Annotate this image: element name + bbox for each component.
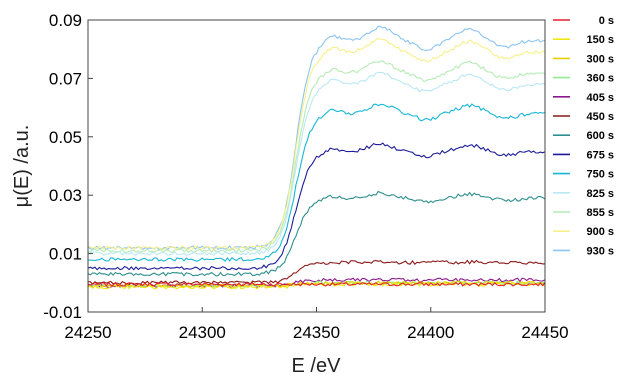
legend-label: 405 s [586, 92, 614, 104]
y-tick-label: 0.05 [49, 128, 82, 147]
legend: 0 s 150 s 300 s 360 s 405 s 450 s 600 s 675 s 75… [553, 15, 614, 257]
legend-label: 0 s [599, 15, 614, 27]
series-line [87, 142, 546, 271]
series-line [87, 281, 546, 287]
plot-lines [87, 25, 546, 290]
legend-label: 360 s [586, 73, 614, 85]
x-tick-label: 24350 [293, 323, 340, 342]
series-line [87, 190, 546, 277]
series-line [87, 25, 546, 251]
legend-label: 930 s [586, 245, 614, 257]
y-tick-label: 0.01 [49, 245, 82, 264]
y-tick-label: 0.09 [49, 11, 82, 30]
series-line [87, 71, 546, 256]
y-tick-label: -0.01 [43, 303, 82, 322]
y-axis-title: μ(E) /a.u. [11, 125, 33, 208]
y-tick-label: 0.07 [49, 69, 82, 88]
y-tick-label: 0.03 [49, 186, 82, 205]
x-tick-label: 24450 [521, 323, 568, 342]
x-axis-ticks: 24250 24300 24350 24400 24450 [64, 307, 569, 342]
legend-label: 150 s [586, 34, 614, 46]
x-tick-label: 24400 [407, 323, 454, 342]
legend-label: 675 s [586, 149, 614, 161]
legend-label: 600 s [586, 130, 614, 142]
y-axis-ticks: -0.01 0.01 0.03 0.05 0.07 0.09 [43, 11, 93, 322]
legend-label: 450 s [586, 111, 614, 123]
legend-label: 300 s [586, 53, 614, 65]
x-axis-title: E /eV [292, 355, 342, 377]
legend-label: 900 s [586, 226, 614, 238]
series-line [87, 60, 546, 254]
legend-label: 855 s [586, 207, 614, 219]
legend-label: 750 s [586, 169, 614, 181]
x-tick-label: 24250 [64, 323, 111, 342]
series-line [87, 38, 546, 251]
legend-label: 825 s [586, 188, 614, 200]
series-line [87, 103, 546, 262]
series-line [87, 259, 546, 286]
x-tick-label: 24300 [179, 323, 226, 342]
